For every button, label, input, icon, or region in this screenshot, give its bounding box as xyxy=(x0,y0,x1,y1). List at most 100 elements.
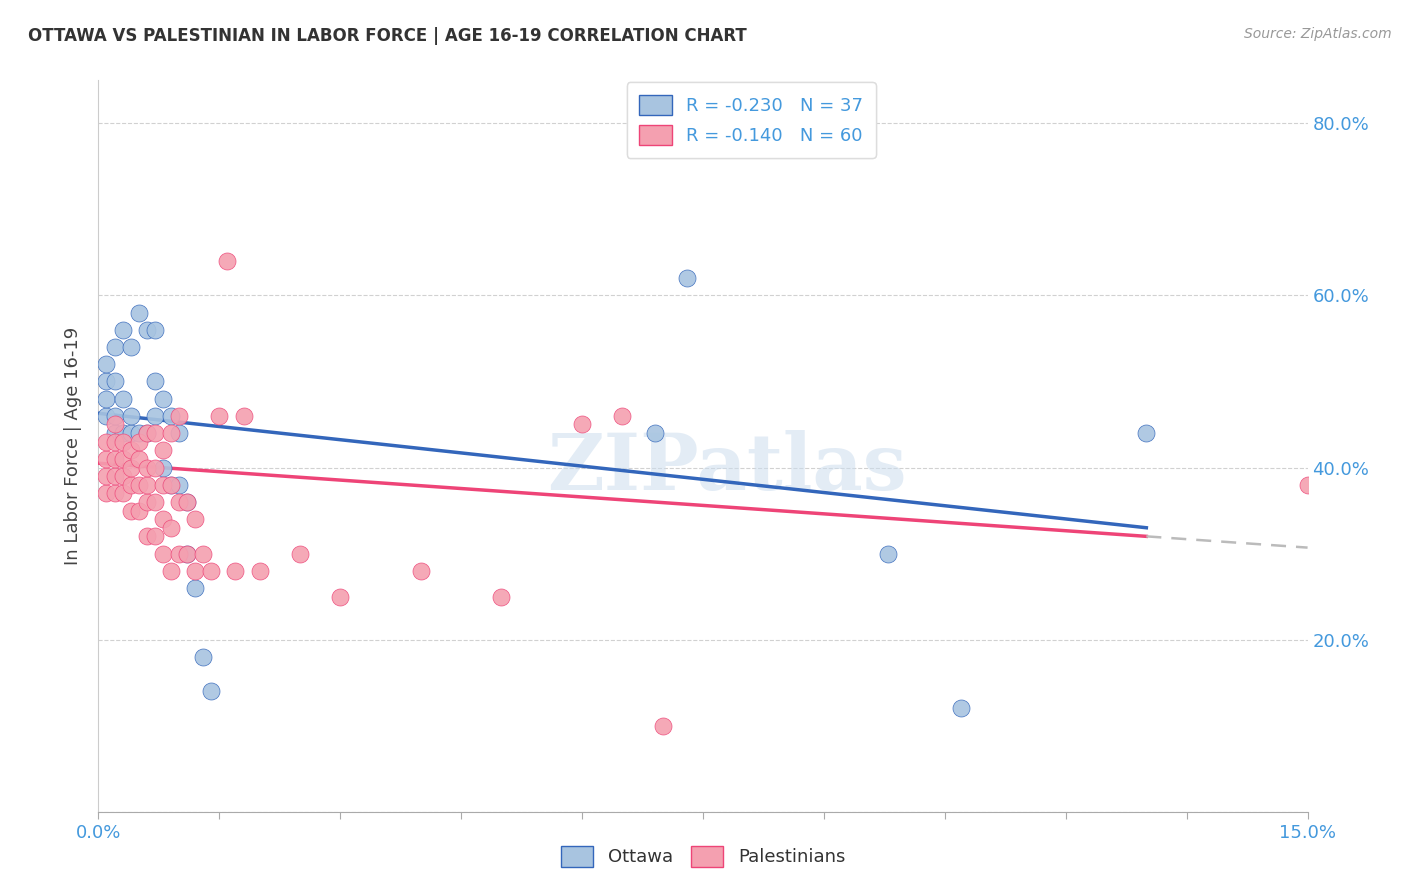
Point xyxy=(103,417,125,432)
Point xyxy=(160,521,183,535)
Point xyxy=(167,495,190,509)
Point xyxy=(143,323,166,337)
Point xyxy=(120,426,142,441)
Point xyxy=(143,426,166,441)
Point xyxy=(111,426,134,441)
Point xyxy=(949,701,972,715)
Point xyxy=(184,581,207,595)
Point xyxy=(128,426,150,441)
Point xyxy=(120,477,142,491)
Point xyxy=(128,305,150,319)
Point xyxy=(200,564,222,578)
Point xyxy=(111,486,134,500)
Point xyxy=(111,392,134,406)
Point xyxy=(143,460,166,475)
Point xyxy=(877,547,900,561)
Point xyxy=(152,460,174,475)
Point xyxy=(217,254,239,268)
Point xyxy=(208,409,231,423)
Point xyxy=(152,392,174,406)
Point xyxy=(176,547,198,561)
Text: OTTAWA VS PALESTINIAN IN LABOR FORCE | AGE 16-19 CORRELATION CHART: OTTAWA VS PALESTINIAN IN LABOR FORCE | A… xyxy=(28,27,747,45)
Point xyxy=(103,375,125,389)
Point xyxy=(176,495,198,509)
Point xyxy=(96,434,118,449)
Point xyxy=(167,426,190,441)
Point xyxy=(143,529,166,543)
Point xyxy=(1296,477,1319,491)
Point xyxy=(160,477,183,491)
Point xyxy=(135,495,157,509)
Point xyxy=(120,503,142,517)
Point xyxy=(160,564,183,578)
Point xyxy=(288,547,311,561)
Point xyxy=(160,409,183,423)
Point xyxy=(135,460,157,475)
Point xyxy=(167,477,190,491)
Point xyxy=(200,684,222,698)
Point xyxy=(152,477,174,491)
Y-axis label: In Labor Force | Age 16-19: In Labor Force | Age 16-19 xyxy=(65,326,83,566)
Point xyxy=(143,375,166,389)
Point xyxy=(152,512,174,526)
Point xyxy=(152,443,174,458)
Point xyxy=(184,512,207,526)
Point xyxy=(232,409,254,423)
Point xyxy=(103,486,125,500)
Point xyxy=(249,564,271,578)
Point xyxy=(135,323,157,337)
Point xyxy=(120,340,142,354)
Point xyxy=(111,469,134,483)
Point xyxy=(160,426,183,441)
Point xyxy=(128,434,150,449)
Text: ZIPatlas: ZIPatlas xyxy=(547,430,907,506)
Point xyxy=(167,547,190,561)
Point xyxy=(120,409,142,423)
Point xyxy=(96,469,118,483)
Point xyxy=(676,271,699,285)
Point xyxy=(135,529,157,543)
Point xyxy=(491,590,513,604)
Point xyxy=(184,564,207,578)
Point xyxy=(160,477,183,491)
Point xyxy=(135,477,157,491)
Point xyxy=(103,469,125,483)
Point xyxy=(103,409,125,423)
Point xyxy=(644,426,666,441)
Point xyxy=(1135,426,1157,441)
Point xyxy=(143,495,166,509)
Point xyxy=(135,426,157,441)
Point xyxy=(96,409,118,423)
Point xyxy=(96,375,118,389)
Point xyxy=(96,392,118,406)
Point xyxy=(143,409,166,423)
Point xyxy=(167,409,190,423)
Point xyxy=(111,323,134,337)
Point xyxy=(103,451,125,466)
Point xyxy=(176,547,198,561)
Point xyxy=(193,649,215,664)
Legend: R = -0.230   N = 37, R = -0.140   N = 60: R = -0.230 N = 37, R = -0.140 N = 60 xyxy=(627,82,876,158)
Point xyxy=(176,495,198,509)
Point xyxy=(571,417,593,432)
Point xyxy=(224,564,246,578)
Point xyxy=(111,451,134,466)
Point xyxy=(120,443,142,458)
Point xyxy=(612,409,634,423)
Point xyxy=(135,426,157,441)
Point xyxy=(152,547,174,561)
Point xyxy=(103,434,125,449)
Point xyxy=(96,451,118,466)
Point xyxy=(96,486,118,500)
Point xyxy=(128,503,150,517)
Legend: Ottawa, Palestinians: Ottawa, Palestinians xyxy=(554,838,852,874)
Point xyxy=(103,426,125,441)
Point xyxy=(128,477,150,491)
Point xyxy=(193,547,215,561)
Point xyxy=(409,564,432,578)
Text: Source: ZipAtlas.com: Source: ZipAtlas.com xyxy=(1244,27,1392,41)
Point xyxy=(651,719,673,733)
Point xyxy=(120,460,142,475)
Point xyxy=(111,434,134,449)
Point xyxy=(103,340,125,354)
